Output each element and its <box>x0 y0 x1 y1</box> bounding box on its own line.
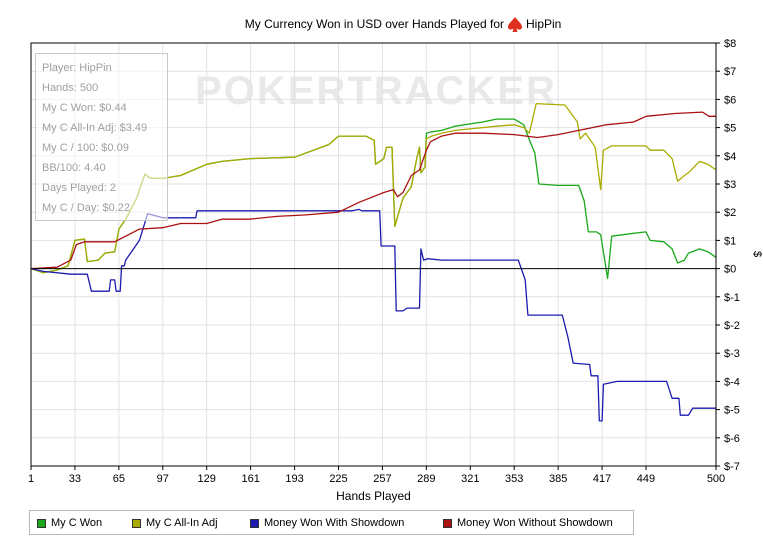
legend-swatch <box>37 518 46 528</box>
series-line-2 <box>30 208 716 422</box>
stats-allin: My C All-In Adj: $3.49 <box>42 122 148 134</box>
legend-label: Money Won With Showdown <box>264 517 405 529</box>
y-tick-label: $-6 <box>724 433 740 445</box>
y-tick-label: $-7 <box>724 461 740 473</box>
legend-swatch <box>443 518 452 528</box>
y-tick-label: $-3 <box>724 348 740 360</box>
y-tick-label: $8 <box>724 38 736 50</box>
x-tick-label: 417 <box>593 473 611 485</box>
stats-perday: My C / Day: $0.22 <box>42 202 131 214</box>
x-tick-label: 1 <box>28 473 34 485</box>
y-tick-label: $1 <box>724 235 736 247</box>
legend-item-my-c-won[interactable]: My C Won <box>37 516 102 530</box>
y-tick-label: $6 <box>724 94 736 106</box>
y-tick-label: $0 <box>724 264 736 276</box>
legend-swatch <box>250 518 259 528</box>
x-tick-label: 193 <box>285 473 303 485</box>
legend-label: Money Won Without Showdown <box>457 517 613 529</box>
x-axis-label: Hands Played <box>336 489 411 503</box>
x-tick-label: 257 <box>373 473 391 485</box>
legend-item-all-in-adj[interactable]: My C All-In Adj <box>132 516 218 530</box>
chart-player-name: HipPin <box>526 17 561 31</box>
series-line-1 <box>30 102 717 274</box>
y-tick-label: $5 <box>724 123 736 135</box>
spade-icon <box>508 17 522 32</box>
x-tick-label: 500 <box>707 473 725 485</box>
x-tick-label: 449 <box>637 473 655 485</box>
legend: My C Won My C All-In Adj Money Won With … <box>29 510 634 535</box>
legend-item-with-showdown[interactable]: Money Won With Showdown <box>250 516 404 530</box>
x-tick-label: 321 <box>461 473 479 485</box>
stats-box: Player: HipPin Hands: 500 My C Won: $0.4… <box>35 53 168 221</box>
legend-label: My C All-In Adj <box>146 517 218 529</box>
x-tick-label: 161 <box>241 473 259 485</box>
stats-won: My C Won: $0.44 <box>42 102 127 114</box>
x-tick-label: 65 <box>113 473 125 485</box>
y-tick-label: $-4 <box>724 376 740 388</box>
x-tick-label: 33 <box>69 473 81 485</box>
stats-hands: Hands: 500 <box>42 82 99 94</box>
series-line-3 <box>30 111 716 270</box>
x-tick-label: 289 <box>417 473 435 485</box>
x-tick-label: 225 <box>329 473 347 485</box>
stats-per100: My C / 100: $0.09 <box>42 142 129 154</box>
legend-swatch <box>132 518 141 528</box>
y-tick-label: $3 <box>724 179 736 191</box>
plot-area <box>30 42 717 467</box>
y-tick-label: $-5 <box>724 405 740 417</box>
y-tick-label: $7 <box>724 66 736 78</box>
stats-days: Days Played: 2 <box>42 182 116 194</box>
y-tick-label: $-2 <box>724 320 740 332</box>
legend-item-without-showdown[interactable]: Money Won Without Showdown <box>443 516 613 530</box>
y-tick-label: $2 <box>724 207 736 219</box>
y-tick-label: $-1 <box>724 292 740 304</box>
legend-label: My C Won <box>51 517 103 529</box>
stats-bb100: BB/100: 4.40 <box>42 162 106 174</box>
y-axis-label: $ <box>751 251 763 257</box>
x-tick-label: 129 <box>198 473 216 485</box>
watermark: POKERTRACKER <box>195 69 557 113</box>
x-tick-label: 97 <box>157 473 169 485</box>
stats-player: Player: HipPin <box>42 62 112 74</box>
y-tick-label: $4 <box>724 151 736 163</box>
x-tick-label: 385 <box>549 473 567 485</box>
chart-title: My Currency Won in USD over Hands Played… <box>245 17 504 31</box>
x-tick-label: 353 <box>505 473 523 485</box>
